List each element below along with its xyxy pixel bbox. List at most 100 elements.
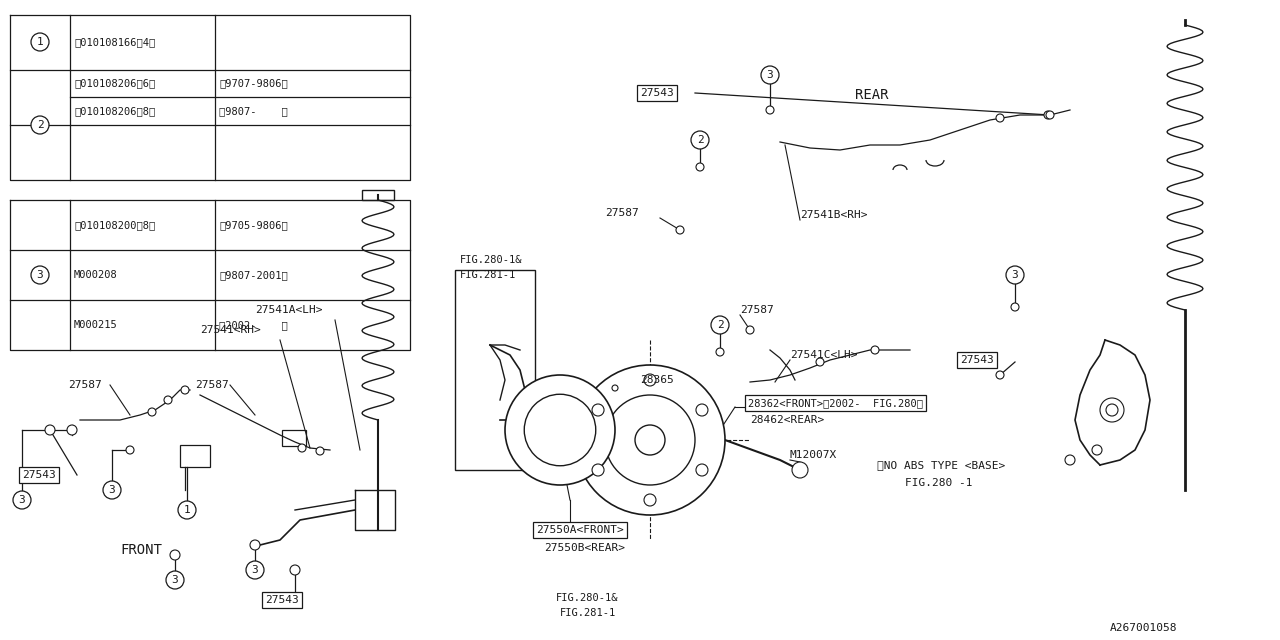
Text: 3: 3 (19, 495, 26, 505)
Text: 3: 3 (1011, 270, 1019, 280)
Circle shape (575, 365, 724, 515)
Circle shape (1065, 455, 1075, 465)
Circle shape (676, 226, 684, 234)
Text: 3: 3 (37, 270, 44, 280)
Circle shape (817, 358, 824, 366)
Text: M000215: M000215 (74, 320, 118, 330)
Circle shape (691, 131, 709, 149)
Text: 28462<REAR>: 28462<REAR> (750, 415, 824, 425)
Circle shape (525, 394, 595, 466)
Circle shape (696, 404, 708, 416)
Text: Ⓑ010108206（8）: Ⓑ010108206（8） (74, 106, 155, 116)
Text: 27587: 27587 (605, 208, 639, 218)
Text: Ⓑ010108166（4）: Ⓑ010108166（4） (74, 37, 155, 47)
Text: （9807-    ）: （9807- ） (219, 106, 288, 116)
Circle shape (696, 163, 704, 171)
Circle shape (644, 374, 657, 386)
Circle shape (31, 33, 49, 51)
Circle shape (696, 464, 708, 476)
Circle shape (605, 395, 695, 485)
Circle shape (13, 491, 31, 509)
Text: FIG.281-1: FIG.281-1 (561, 608, 616, 618)
Circle shape (125, 446, 134, 454)
Text: 3: 3 (172, 575, 178, 585)
Circle shape (762, 66, 780, 84)
Circle shape (31, 116, 49, 134)
Text: 27543: 27543 (265, 595, 298, 605)
Text: 27541B<RH>: 27541B<RH> (800, 210, 868, 220)
Circle shape (1046, 111, 1053, 119)
Text: 27541C<LH>: 27541C<LH> (790, 350, 858, 360)
Circle shape (593, 464, 604, 476)
Text: 27587: 27587 (68, 380, 101, 390)
Circle shape (1106, 404, 1117, 416)
Text: M12007X: M12007X (790, 450, 837, 460)
Text: 1: 1 (183, 505, 191, 515)
Circle shape (291, 565, 300, 575)
Circle shape (178, 501, 196, 519)
Circle shape (765, 106, 774, 114)
Circle shape (996, 114, 1004, 122)
Circle shape (316, 447, 324, 455)
Text: ）2002-    ）: ）2002- ） (219, 320, 288, 330)
Circle shape (635, 425, 666, 455)
Text: 27550A<FRONT>: 27550A<FRONT> (536, 525, 623, 535)
Text: 28365: 28365 (640, 375, 673, 385)
Circle shape (1011, 303, 1019, 311)
Circle shape (67, 425, 77, 435)
Circle shape (246, 561, 264, 579)
Circle shape (102, 481, 122, 499)
Circle shape (644, 494, 657, 506)
Circle shape (1006, 266, 1024, 284)
Text: （9807-2001）: （9807-2001） (219, 270, 288, 280)
Text: （9707-9806）: （9707-9806） (219, 78, 288, 88)
Text: 27541A<LH>: 27541A<LH> (255, 305, 323, 315)
Text: （9705-9806）: （9705-9806） (219, 220, 288, 230)
Text: 3: 3 (109, 485, 115, 495)
Text: FIG.280 -1: FIG.280 -1 (905, 478, 973, 488)
Circle shape (792, 462, 808, 478)
Circle shape (996, 371, 1004, 379)
Circle shape (164, 396, 172, 404)
Text: FRONT: FRONT (120, 543, 161, 557)
Text: FIG.281-1: FIG.281-1 (460, 270, 516, 280)
Text: 27587: 27587 (195, 380, 229, 390)
Bar (362, 190, 394, 200)
Text: 27550B<REAR>: 27550B<REAR> (544, 543, 625, 553)
Circle shape (870, 346, 879, 354)
Text: A267001058: A267001058 (1110, 623, 1178, 633)
Circle shape (710, 316, 730, 334)
Circle shape (506, 375, 614, 485)
Text: 28362<FRONT>（2002-  FIG.280）: 28362<FRONT>（2002- FIG.280） (748, 398, 923, 408)
Text: 27543: 27543 (640, 88, 673, 98)
Text: 27541<RH>: 27541<RH> (200, 325, 261, 335)
Bar (180, 445, 210, 467)
Circle shape (716, 348, 724, 356)
Circle shape (148, 408, 156, 416)
Text: Ⓑ010108200（8）: Ⓑ010108200（8） (74, 220, 155, 230)
Text: 27587: 27587 (740, 305, 773, 315)
Circle shape (593, 404, 604, 416)
Circle shape (1092, 445, 1102, 455)
Circle shape (180, 386, 189, 394)
Circle shape (170, 550, 180, 560)
Text: FIG.280-1&: FIG.280-1& (460, 255, 522, 265)
Circle shape (1100, 398, 1124, 422)
Circle shape (31, 266, 49, 284)
Circle shape (1044, 111, 1052, 119)
Text: ※NO ABS TYPE <BASE>: ※NO ABS TYPE <BASE> (877, 460, 1005, 470)
Bar (454, 270, 535, 470)
Text: REAR: REAR (855, 88, 888, 102)
Text: 2: 2 (696, 135, 704, 145)
Circle shape (298, 444, 306, 452)
Text: 2: 2 (37, 120, 44, 130)
Circle shape (746, 326, 754, 334)
Text: Ⓑ010108206（6）: Ⓑ010108206（6） (74, 78, 155, 88)
Text: 2: 2 (717, 320, 723, 330)
Circle shape (166, 571, 184, 589)
Bar (282, 430, 306, 446)
Circle shape (612, 385, 618, 391)
Text: FIG.280-1&: FIG.280-1& (556, 593, 618, 603)
Circle shape (45, 425, 55, 435)
Text: 3: 3 (767, 70, 773, 80)
